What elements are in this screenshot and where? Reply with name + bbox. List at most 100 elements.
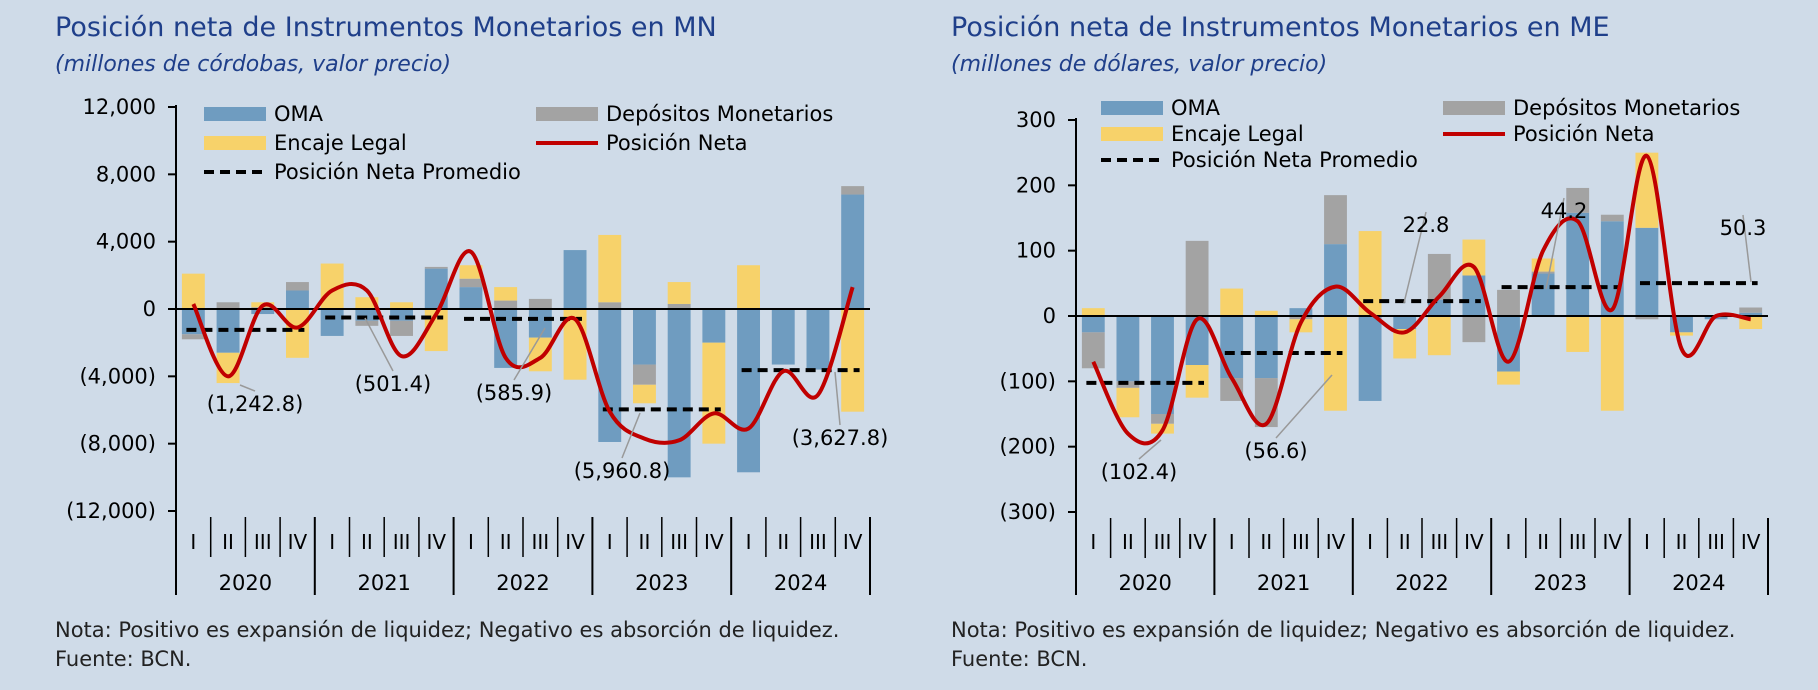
bar-dep-sitos-monetarios-14	[1566, 187, 1590, 213]
bar-oma-19	[841, 194, 865, 309]
year-label: 2021	[1257, 571, 1310, 595]
chart-panel-me: Posición neta de Instrumentos Monetarios…	[896, 0, 1796, 690]
year-label: 2022	[1395, 571, 1448, 595]
bar-dep-sitos-monetarios-5	[355, 320, 379, 326]
bar-oma-9	[1393, 316, 1417, 330]
bar-dep-sitos-monetarios-0	[181, 334, 205, 340]
quarter-label: I	[1090, 530, 1096, 554]
bar-dep-sitos-monetarios-16	[1635, 316, 1659, 320]
quarter-label: III	[1154, 530, 1172, 554]
quarter-label: IV	[426, 530, 446, 554]
bar-dep-sitos-monetarios-12	[1497, 289, 1520, 316]
bar-encaje-legal-13	[632, 384, 656, 404]
chart-panel-mn: Posición neta de Instrumentos Monetarios…	[0, 0, 900, 690]
bar-dep-sitos-monetarios-13	[632, 364, 656, 385]
note-text: Nota: Positivo es expansión de liquidez;…	[55, 618, 840, 642]
leader-line	[1138, 439, 1162, 460]
legend-label-encaje: Encaje Legal	[1171, 122, 1304, 146]
quarter-label: IV	[1326, 530, 1346, 554]
legend-label-depositos: Depósitos Monetarios	[606, 102, 833, 126]
legend-swatch-depositos	[536, 107, 598, 121]
y-tick-label: 12,000	[83, 95, 156, 119]
chart-title: Posición neta de Instrumentos Monetarios…	[951, 12, 1610, 43]
bar-dep-sitos-monetarios-19	[841, 186, 865, 195]
year-label: 2023	[635, 571, 688, 595]
bar-dep-sitos-monetarios-10	[1427, 253, 1451, 300]
legend-swatch-oma	[1101, 101, 1163, 115]
legend-label-promedio: Posición Neta Promedio	[1171, 148, 1418, 172]
quarter-label: II	[1676, 530, 1688, 554]
y-tick-label: 100	[1016, 239, 1056, 263]
y-tick-label: 0	[143, 297, 156, 321]
source-text: Fuente: BCN.	[55, 647, 192, 671]
bar-encaje-legal-5	[1254, 310, 1278, 316]
bar-encaje-legal-4	[1220, 288, 1244, 316]
bar-oma-18	[806, 309, 830, 370]
bar-dep-sitos-monetarios-1	[216, 302, 240, 309]
bar-dep-sitos-monetarios-14	[667, 303, 691, 309]
quarter-label: I	[468, 530, 474, 554]
y-tick-label: 0	[1043, 304, 1056, 328]
bars	[1081, 152, 1763, 434]
quarter-label: III	[393, 530, 411, 554]
bar-encaje-legal-19	[841, 309, 865, 412]
quarter-label: III	[670, 530, 688, 554]
bar-oma-14	[667, 309, 691, 478]
bar-dep-sitos-monetarios-12	[598, 302, 622, 309]
bar-oma-6	[1289, 308, 1313, 316]
quarter-label: I	[1644, 530, 1650, 554]
chart-subtitle: (millones de dólares, valor precio)	[951, 52, 1328, 77]
bar-encaje-legal-7	[1324, 316, 1347, 411]
bar-oma-0	[1081, 316, 1105, 333]
average-label: 22.8	[1403, 213, 1450, 237]
bar-encaje-legal-15	[1600, 316, 1624, 411]
quarter-label: II	[1260, 530, 1272, 554]
y-tick-label: 4,000	[96, 230, 156, 254]
legend-label-oma: OMA	[274, 102, 324, 126]
leader-line	[621, 412, 641, 459]
leader-line	[1275, 374, 1333, 439]
average-label: (501.4)	[355, 372, 432, 396]
bar-encaje-legal-10	[528, 337, 552, 372]
bar-oma-19	[1739, 312, 1763, 316]
leader-line	[239, 384, 256, 392]
quarter-label: III	[1569, 530, 1587, 554]
quarter-label: I	[746, 530, 752, 554]
quarter-label: I	[1367, 530, 1373, 554]
bar-oma-1	[1116, 316, 1140, 382]
note-text: Nota: Positivo es expansión de liquidez;…	[951, 618, 1736, 642]
y-tick-label: (200)	[1000, 435, 1056, 459]
bar-oma-11	[563, 250, 587, 309]
bar-encaje-legal-8	[459, 265, 483, 279]
quarter-label: I	[1229, 530, 1235, 554]
quarter-label: I	[1506, 530, 1512, 554]
quarter-label: IV	[565, 530, 585, 554]
bar-encaje-legal-17	[1670, 332, 1693, 336]
legend-swatch-oma	[204, 107, 266, 121]
bar-oma-3	[285, 290, 309, 309]
quarter-label: II	[222, 530, 234, 554]
y-tick-label: 8,000	[96, 162, 156, 186]
posicion-neta-line	[191, 249, 855, 445]
quarter-label: I	[329, 530, 335, 554]
y-tick-label: (12,000)	[66, 499, 156, 523]
quarter-label: IV	[1187, 530, 1207, 554]
average-label: (56.6)	[1244, 439, 1307, 463]
bar-encaje-legal-3	[285, 309, 309, 358]
bar-encaje-legal-14	[1566, 316, 1590, 352]
bar-dep-sitos-monetarios-2	[1151, 414, 1174, 424]
chart-subtitle: (millones de córdobas, valor precio)	[55, 52, 452, 77]
bar-dep-sitos-monetarios-9	[494, 300, 518, 309]
quarter-label: III	[254, 530, 272, 554]
quarter-label: III	[809, 530, 827, 554]
bar-dep-sitos-monetarios-3	[1185, 240, 1209, 316]
bar-dep-sitos-monetarios-4	[1220, 378, 1244, 401]
legend-label-promedio: Posición Neta Promedio	[274, 160, 521, 184]
bar-encaje-legal-9	[1393, 329, 1417, 359]
bar-oma-2	[251, 309, 275, 315]
bar-dep-sitos-monetarios-7	[424, 266, 448, 269]
quarter-label: IV	[288, 530, 308, 554]
bar-oma-14	[1566, 212, 1590, 316]
